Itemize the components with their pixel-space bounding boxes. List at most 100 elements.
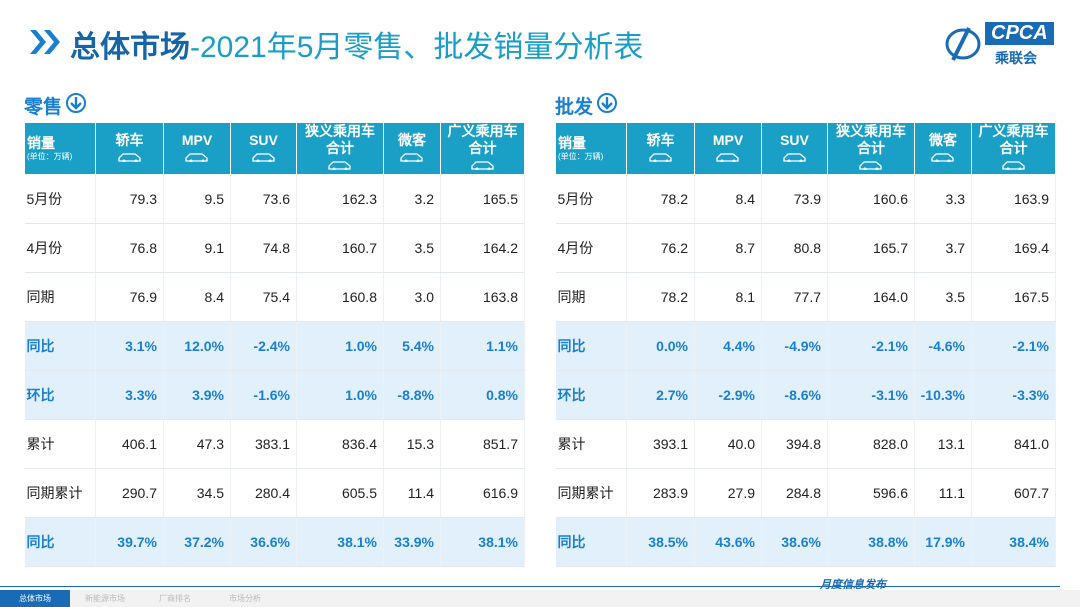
column-label: 广义乘用车合计 — [978, 123, 1049, 156]
footer-tab: 厂商排名 — [159, 594, 191, 603]
row-label: 同比 — [24, 321, 96, 371]
cell: 38.5% — [626, 517, 695, 567]
footer-tab: 总体市场 — [0, 590, 70, 607]
cell: 5.4% — [383, 321, 441, 371]
column-label: 轿车 — [115, 131, 144, 148]
cell: 160.8 — [296, 272, 384, 322]
table-row: 5月份 78.2 8.4 73.9 160.6 3.3 163.9 — [555, 174, 1056, 224]
cell: 0.0% — [626, 321, 695, 371]
column-header: 广义乘用车合计 — [440, 122, 525, 175]
cell: 11.1 — [914, 468, 972, 518]
section-title: 零售 — [24, 92, 87, 119]
car-icon — [695, 149, 761, 166]
logo-icon — [945, 27, 981, 61]
down-icon — [66, 92, 87, 119]
row-label: 同比 — [555, 321, 627, 371]
table-row: 同期累计 290.7 34.5 280.4 605.5 11.4 616.9 — [24, 468, 525, 518]
row-label: 同期累计 — [555, 468, 627, 518]
cell: -1.6% — [230, 370, 297, 420]
cell: 39.7% — [95, 517, 164, 567]
corner-cell: 销量 (单位：万辆) — [555, 122, 627, 175]
column-label: SUV — [249, 131, 278, 148]
cell: -10.3% — [914, 370, 972, 420]
cell: 3.5 — [383, 223, 441, 273]
cell: 290.7 — [95, 468, 164, 518]
cell: 76.2 — [626, 223, 695, 273]
cell: 2.7% — [626, 370, 695, 420]
table-row: 累计 406.1 47.3 383.1 836.4 15.3 851.7 — [24, 419, 525, 469]
cell: 605.5 — [296, 468, 384, 518]
row-label: 累计 — [24, 419, 96, 469]
unit-label: (单位：万辆) — [558, 152, 604, 161]
cell: 3.3 — [914, 174, 972, 224]
column-header: MPV — [163, 122, 231, 175]
logo-text: CPCA — [985, 22, 1054, 45]
table-row: 环比 3.3% 3.9% -1.6% 1.0% -8.8% 0.8% — [24, 370, 525, 420]
row-label: 5月份 — [24, 174, 96, 224]
column-label: 微客 — [398, 131, 426, 148]
cell: -4.9% — [761, 321, 828, 371]
cell: 1.1% — [440, 321, 525, 371]
cell: 162.3 — [296, 174, 384, 224]
cell: -3.3% — [971, 370, 1056, 420]
cell: 11.4 — [383, 468, 441, 518]
table-row: 同期 78.2 8.1 77.7 164.0 3.5 167.5 — [555, 272, 1056, 322]
corner-cell: 销量 (单位：万辆) — [24, 122, 96, 175]
column-header: 广义乘用车合计 — [971, 122, 1056, 175]
car-icon — [972, 157, 1055, 174]
cell: -3.1% — [827, 370, 915, 420]
cell: 9.1 — [163, 223, 231, 273]
column-header: 轿车 — [95, 122, 164, 175]
cell: -2.1% — [971, 321, 1056, 371]
cell: 8.7 — [694, 223, 762, 273]
car-icon — [231, 149, 296, 166]
cell: 8.4 — [163, 272, 231, 322]
cell: 80.8 — [761, 223, 828, 273]
cell: 38.6% — [761, 517, 828, 567]
header-row: 销量 (单位：万辆) 轿车 MPV SUV 狭义乘用车合计 微客 广义乘用车合计 — [555, 122, 1056, 175]
cell: 160.6 — [827, 174, 915, 224]
logo-sub: 乘联会 — [995, 50, 1037, 66]
table-row: 累计 393.1 40.0 394.8 828.0 13.1 841.0 — [555, 419, 1056, 469]
cell: -4.6% — [914, 321, 972, 371]
column-label: MPV — [181, 131, 213, 148]
cell: 163.9 — [971, 174, 1056, 224]
table-row: 同期累计 283.9 27.9 284.8 596.6 11.1 607.7 — [555, 468, 1056, 518]
cell: 13.1 — [914, 419, 972, 469]
cell: 17.9% — [914, 517, 972, 567]
cell: -8.8% — [383, 370, 441, 420]
column-label: 广义乘用车合计 — [447, 123, 518, 156]
data-table: 销量 (单位：万辆) 轿车 MPV SUV 狭义乘用车合计 微客 广义乘用车合计 5月份 79.3… — [24, 122, 525, 567]
car-icon — [96, 149, 163, 166]
cell: 8.4 — [694, 174, 762, 224]
row-label: 5月份 — [555, 174, 627, 224]
column-header: 狭义乘用车合计 — [296, 122, 384, 175]
slogan: 月度信息发布 — [820, 579, 886, 591]
down-icon — [597, 92, 618, 119]
cell: -2.4% — [230, 321, 297, 371]
header-row: 销量 (单位：万辆) 轿车 MPV SUV 狭义乘用车合计 微客 广义乘用车合计 — [24, 122, 525, 175]
cell: -2.1% — [827, 321, 915, 371]
row-label: 同比 — [555, 517, 627, 567]
column-label: MPV — [712, 131, 744, 148]
cell: 164.2 — [440, 223, 525, 273]
cell: 164.0 — [827, 272, 915, 322]
cell: 167.5 — [971, 272, 1056, 322]
cell: 33.9% — [383, 517, 441, 567]
cell: 27.9 — [694, 468, 762, 518]
cell: 280.4 — [230, 468, 297, 518]
logo: CPCA 乘联会 — [945, 20, 1060, 68]
title: 总体市场-2021年5月零售、批发销量分析表 — [70, 22, 643, 66]
cell: 828.0 — [827, 419, 915, 469]
cell: 47.3 — [163, 419, 231, 469]
row-label: 环比 — [555, 370, 627, 420]
section-title: 批发 — [555, 92, 618, 119]
cell: 283.9 — [626, 468, 695, 518]
car-icon — [828, 157, 914, 174]
cell: 38.8% — [827, 517, 915, 567]
cell: 76.9 — [95, 272, 164, 322]
column-header: 微客 — [914, 122, 972, 175]
table-row: 4月份 76.2 8.7 80.8 165.7 3.7 169.4 — [555, 223, 1056, 273]
column-header: SUV — [230, 122, 297, 175]
